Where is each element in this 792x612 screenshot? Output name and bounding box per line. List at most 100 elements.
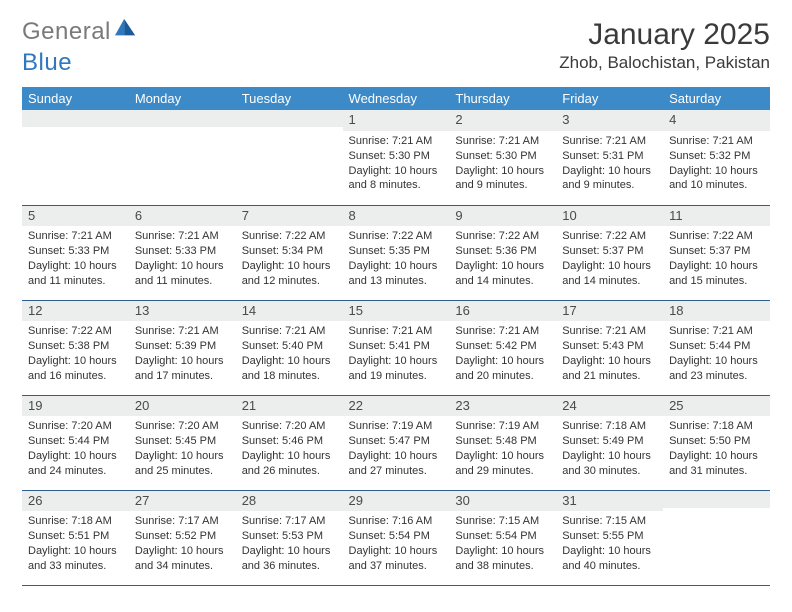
title-block: January 2025 Zhob, Balochistan, Pakistan [559,18,770,73]
day-details [129,127,236,134]
sunrise-text: Sunrise: 7:21 AM [349,324,444,339]
calendar-day-cell: 11Sunrise: 7:22 AMSunset: 5:37 PMDayligh… [663,205,770,300]
day-number: 12 [22,301,129,322]
calendar-day-cell: 19Sunrise: 7:20 AMSunset: 5:44 PMDayligh… [22,395,129,490]
calendar-week-row: 19Sunrise: 7:20 AMSunset: 5:44 PMDayligh… [22,395,770,490]
day-number: 19 [22,396,129,417]
sunset-text: Sunset: 5:48 PM [455,434,550,449]
daylight-text: Daylight: 10 hours and 15 minutes. [669,259,764,289]
daylight-text: Daylight: 10 hours and 10 minutes. [669,164,764,194]
brand-logo: General [22,18,139,46]
day-number: 15 [343,301,450,322]
sunrise-text: Sunrise: 7:18 AM [669,419,764,434]
day-number: 5 [22,206,129,227]
weekday-header: Friday [556,87,663,110]
weekday-header: Saturday [663,87,770,110]
sunrise-text: Sunrise: 7:21 AM [242,324,337,339]
weekday-header: Tuesday [236,87,343,110]
day-number [22,110,129,127]
day-details: Sunrise: 7:21 AMSunset: 5:42 PMDaylight:… [449,321,556,387]
calendar-day-cell: 3Sunrise: 7:21 AMSunset: 5:31 PMDaylight… [556,110,663,205]
sunset-text: Sunset: 5:55 PM [562,529,657,544]
day-number [236,110,343,127]
sunset-text: Sunset: 5:40 PM [242,339,337,354]
day-details: Sunrise: 7:15 AMSunset: 5:54 PMDaylight:… [449,511,556,577]
daylight-text: Daylight: 10 hours and 30 minutes. [562,449,657,479]
calendar-day-cell [22,110,129,205]
sunrise-text: Sunrise: 7:21 AM [349,134,444,149]
calendar-day-cell: 24Sunrise: 7:18 AMSunset: 5:49 PMDayligh… [556,395,663,490]
sunset-text: Sunset: 5:50 PM [669,434,764,449]
day-number: 10 [556,206,663,227]
calendar-day-cell: 4Sunrise: 7:21 AMSunset: 5:32 PMDaylight… [663,110,770,205]
daylight-text: Daylight: 10 hours and 33 minutes. [28,544,123,574]
daylight-text: Daylight: 10 hours and 17 minutes. [135,354,230,384]
day-details: Sunrise: 7:22 AMSunset: 5:34 PMDaylight:… [236,226,343,292]
sunset-text: Sunset: 5:34 PM [242,244,337,259]
sunset-text: Sunset: 5:49 PM [562,434,657,449]
month-title: January 2025 [559,18,770,51]
sunrise-text: Sunrise: 7:15 AM [455,514,550,529]
day-number [663,491,770,508]
sunrise-text: Sunrise: 7:21 AM [135,229,230,244]
calendar-day-cell: 21Sunrise: 7:20 AMSunset: 5:46 PMDayligh… [236,395,343,490]
sunrise-text: Sunrise: 7:22 AM [28,324,123,339]
day-details [236,127,343,134]
day-details: Sunrise: 7:22 AMSunset: 5:36 PMDaylight:… [449,226,556,292]
day-details: Sunrise: 7:21 AMSunset: 5:33 PMDaylight:… [22,226,129,292]
calendar-week-row: 5Sunrise: 7:21 AMSunset: 5:33 PMDaylight… [22,205,770,300]
calendar-day-cell: 10Sunrise: 7:22 AMSunset: 5:37 PMDayligh… [556,205,663,300]
day-details: Sunrise: 7:20 AMSunset: 5:45 PMDaylight:… [129,416,236,482]
day-details [663,508,770,515]
sunset-text: Sunset: 5:35 PM [349,244,444,259]
daylight-text: Daylight: 10 hours and 40 minutes. [562,544,657,574]
calendar-day-cell [663,490,770,585]
day-details: Sunrise: 7:22 AMSunset: 5:35 PMDaylight:… [343,226,450,292]
day-details: Sunrise: 7:19 AMSunset: 5:47 PMDaylight:… [343,416,450,482]
daylight-text: Daylight: 10 hours and 23 minutes. [669,354,764,384]
sunrise-text: Sunrise: 7:21 AM [455,134,550,149]
daylight-text: Daylight: 10 hours and 31 minutes. [669,449,764,479]
calendar-day-cell: 23Sunrise: 7:19 AMSunset: 5:48 PMDayligh… [449,395,556,490]
sunset-text: Sunset: 5:31 PM [562,149,657,164]
weekday-header: Wednesday [343,87,450,110]
day-details: Sunrise: 7:21 AMSunset: 5:41 PMDaylight:… [343,321,450,387]
daylight-text: Daylight: 10 hours and 26 minutes. [242,449,337,479]
daylight-text: Daylight: 10 hours and 27 minutes. [349,449,444,479]
day-number: 30 [449,491,556,512]
sunset-text: Sunset: 5:44 PM [28,434,123,449]
day-details: Sunrise: 7:20 AMSunset: 5:44 PMDaylight:… [22,416,129,482]
day-details: Sunrise: 7:17 AMSunset: 5:53 PMDaylight:… [236,511,343,577]
sunrise-text: Sunrise: 7:18 AM [562,419,657,434]
day-details: Sunrise: 7:22 AMSunset: 5:37 PMDaylight:… [663,226,770,292]
location-text: Zhob, Balochistan, Pakistan [559,53,770,73]
calendar-day-cell: 2Sunrise: 7:21 AMSunset: 5:30 PMDaylight… [449,110,556,205]
day-details: Sunrise: 7:17 AMSunset: 5:52 PMDaylight:… [129,511,236,577]
sunset-text: Sunset: 5:37 PM [562,244,657,259]
calendar-day-cell: 12Sunrise: 7:22 AMSunset: 5:38 PMDayligh… [22,300,129,395]
day-number: 17 [556,301,663,322]
sunrise-text: Sunrise: 7:22 AM [242,229,337,244]
day-number: 22 [343,396,450,417]
calendar-page: General January 2025 Zhob, Balochistan, … [0,0,792,596]
calendar-day-cell: 29Sunrise: 7:16 AMSunset: 5:54 PMDayligh… [343,490,450,585]
calendar-day-cell: 30Sunrise: 7:15 AMSunset: 5:54 PMDayligh… [449,490,556,585]
sunset-text: Sunset: 5:52 PM [135,529,230,544]
daylight-text: Daylight: 10 hours and 9 minutes. [455,164,550,194]
sunset-text: Sunset: 5:45 PM [135,434,230,449]
weekday-header: Monday [129,87,236,110]
brand-part2: Blue [22,49,72,77]
day-number: 16 [449,301,556,322]
day-number: 21 [236,396,343,417]
day-details: Sunrise: 7:21 AMSunset: 5:30 PMDaylight:… [449,131,556,197]
sunset-text: Sunset: 5:47 PM [349,434,444,449]
weekday-row: Sunday Monday Tuesday Wednesday Thursday… [22,87,770,110]
calendar-day-cell: 31Sunrise: 7:15 AMSunset: 5:55 PMDayligh… [556,490,663,585]
calendar-table: Sunday Monday Tuesday Wednesday Thursday… [22,87,770,586]
sunset-text: Sunset: 5:33 PM [135,244,230,259]
sunset-text: Sunset: 5:30 PM [455,149,550,164]
sunset-text: Sunset: 5:44 PM [669,339,764,354]
calendar-day-cell: 16Sunrise: 7:21 AMSunset: 5:42 PMDayligh… [449,300,556,395]
day-details: Sunrise: 7:19 AMSunset: 5:48 PMDaylight:… [449,416,556,482]
daylight-text: Daylight: 10 hours and 19 minutes. [349,354,444,384]
